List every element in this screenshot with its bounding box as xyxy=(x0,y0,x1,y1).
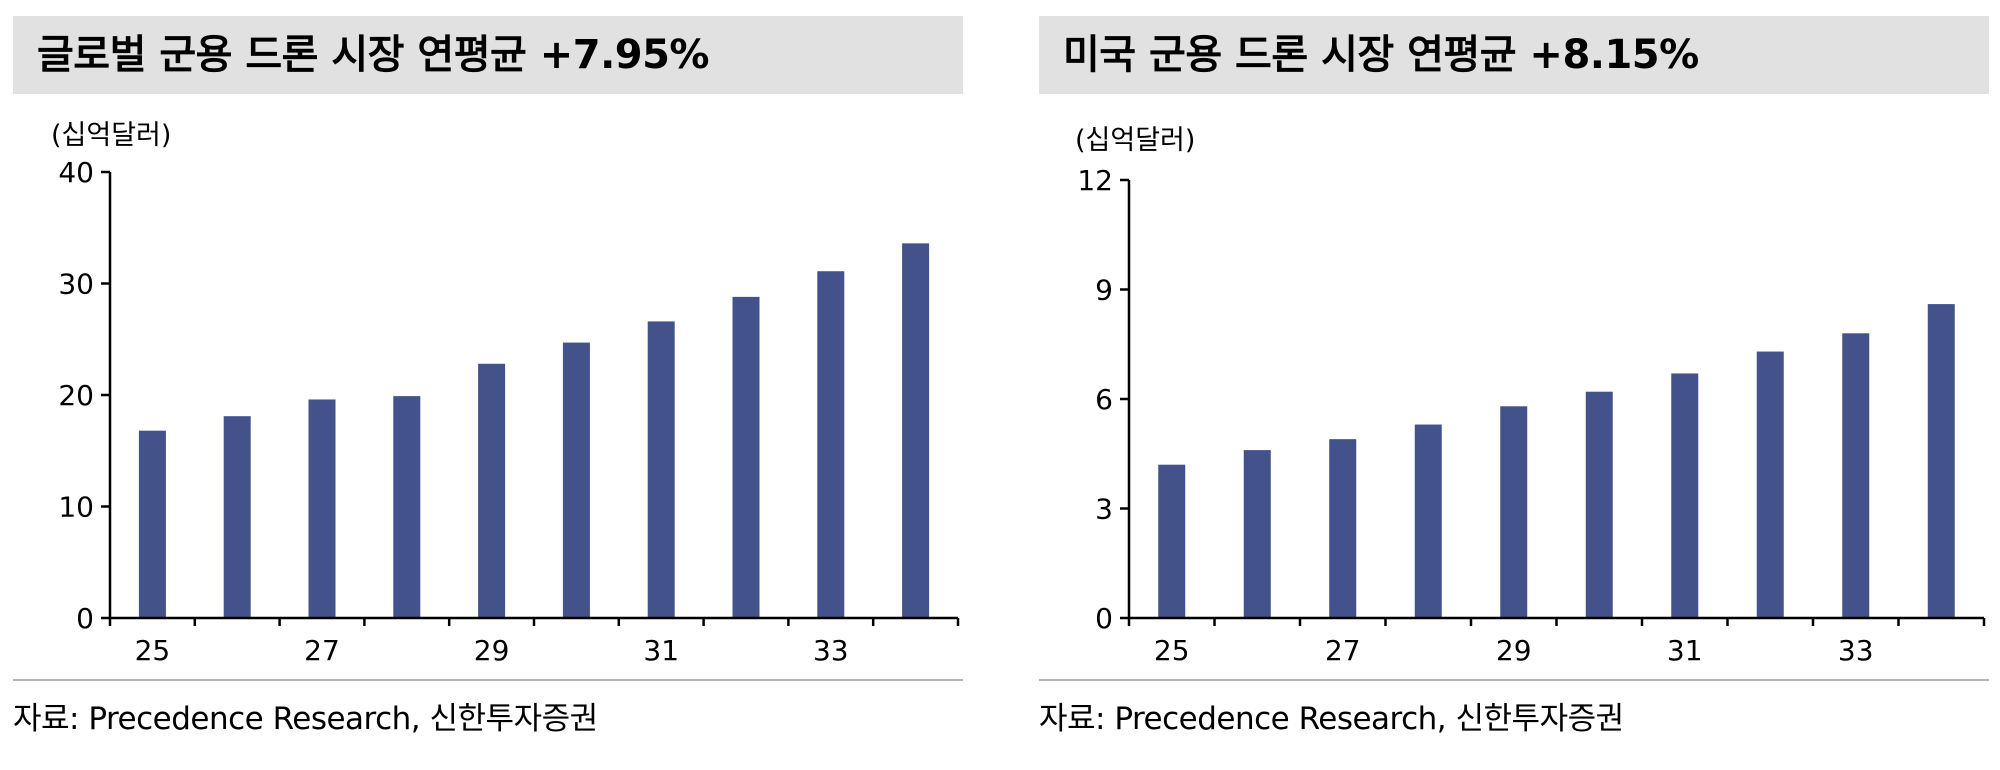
x-tick-label: 29 xyxy=(474,634,510,667)
bar-34 xyxy=(902,243,930,619)
us-chart-plot: 0 3 6 9 12 25 27 29 31 33 xyxy=(1077,164,1986,667)
y-tick-label: 3 xyxy=(1095,493,1113,526)
global-chart-title: 글로벌 군용 드론 시장 연평균 +7.95% xyxy=(37,32,710,78)
bar-30 xyxy=(1585,391,1613,618)
y-tick-label: 0 xyxy=(1095,602,1113,635)
x-tick-label: 25 xyxy=(135,634,171,667)
y-tick-label: 6 xyxy=(1095,383,1113,416)
bar-33 xyxy=(1842,333,1870,618)
global-chart-plot: 0 10 20 30 40 25 27 29 31 33 xyxy=(58,156,960,667)
bar-31 xyxy=(647,321,675,618)
bar-25 xyxy=(138,430,166,618)
bar-25 xyxy=(1158,464,1186,618)
x-tick-label: 33 xyxy=(813,634,849,667)
y-tick-label: 9 xyxy=(1095,274,1113,307)
bar-27 xyxy=(308,399,336,618)
global-chart-panel: 글로벌 군용 드론 시장 연평균 +7.95% (십억달러) 0 10 20 30 40… xyxy=(13,0,963,770)
bar-32 xyxy=(732,296,760,618)
y-tick-label: 10 xyxy=(58,491,94,524)
x-tick-label: 27 xyxy=(304,634,340,667)
us-chart-panel: 미국 군용 드론 시장 연평균 +8.15% (십억달러) 0 3 6 9 12 25 27… xyxy=(1039,0,1989,770)
us-chart-source: 자료: Precedence Research, 신한투자증권 xyxy=(1039,701,1624,737)
x-tick-label: 33 xyxy=(1838,634,1874,667)
bar-30 xyxy=(562,342,590,618)
us-chart-title-bar: 미국 군용 드론 시장 연평균 +8.15% xyxy=(1039,16,1989,94)
x-tick-label: 31 xyxy=(1667,634,1703,667)
bar-31 xyxy=(1671,373,1699,618)
us-chart-unit: (십억달러) xyxy=(1075,125,1196,156)
x-tick-label: 25 xyxy=(1154,634,1190,667)
bar-27 xyxy=(1329,439,1357,618)
bar-26 xyxy=(1243,450,1271,618)
y-tick-label: 40 xyxy=(58,156,94,189)
bar-28 xyxy=(1414,424,1442,618)
x-tick-label: 27 xyxy=(1325,634,1361,667)
global-chart-title-bar: 글로벌 군용 드론 시장 연평균 +7.95% xyxy=(13,16,963,94)
bar-29 xyxy=(478,363,506,618)
y-tick-label: 20 xyxy=(58,379,94,412)
bar-26 xyxy=(223,416,251,618)
y-tick-label: 12 xyxy=(1077,164,1113,197)
us-chart-title: 미국 군용 드론 시장 연평균 +8.15% xyxy=(1063,32,1699,78)
x-tick-label: 29 xyxy=(1496,634,1532,667)
y-tick-label: 0 xyxy=(76,602,94,635)
y-tick-label: 30 xyxy=(58,268,94,301)
us-chart-divider xyxy=(1039,679,1989,681)
global-chart-divider xyxy=(13,679,963,681)
bar-34 xyxy=(1927,304,1955,618)
global-chart-unit: (십억달러) xyxy=(51,120,172,151)
bar-28 xyxy=(393,396,421,618)
bar-29 xyxy=(1500,406,1528,618)
bar-33 xyxy=(817,271,845,618)
x-tick-label: 31 xyxy=(643,634,679,667)
bar-32 xyxy=(1756,351,1784,618)
global-chart-source: 자료: Precedence Research, 신한투자증권 xyxy=(13,701,598,737)
